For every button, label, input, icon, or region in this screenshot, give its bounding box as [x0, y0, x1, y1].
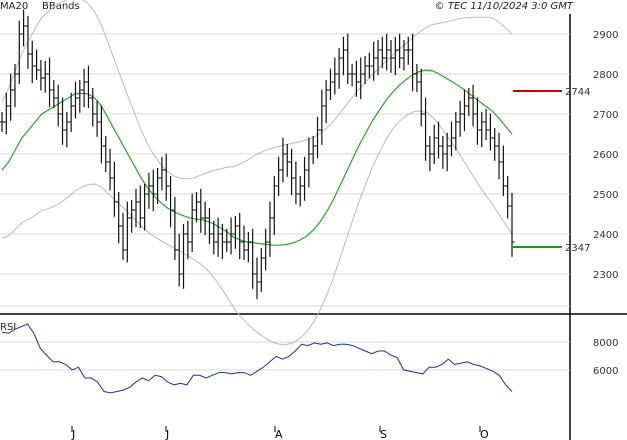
- rsi-tick-label: 8000: [593, 338, 618, 349]
- support-level-label: 2347: [565, 243, 590, 254]
- price-tick-label: 2900: [593, 30, 618, 41]
- bbands-upper-line: [1, 0, 513, 180]
- month-tick-label: J: [71, 428, 75, 440]
- rsi-gridlines: [0, 341, 570, 371]
- price-panel[interactable]: [0, 14, 570, 314]
- price-tick-label: 2300: [593, 270, 618, 281]
- price-tick-label: 2700: [593, 110, 618, 121]
- bbands-legend-label: BBands: [42, 1, 80, 12]
- month-tick-label: O: [480, 428, 489, 440]
- price-axis: 2900 2800 2700 2600 2500 2400 2300: [593, 30, 618, 281]
- resistance-level-label: 2744: [565, 87, 590, 98]
- ma20-line: [1, 69, 513, 246]
- month-tick-label: A: [275, 428, 283, 440]
- rsi-axis: 8000 6000: [593, 338, 618, 377]
- rsi-line: [1, 323, 513, 394]
- price-tick-label: 2600: [593, 150, 618, 161]
- ma-legend-label: MA20: [0, 1, 28, 12]
- month-tick-label: J: [165, 428, 169, 440]
- price-tick-label: 2400: [593, 230, 618, 241]
- bbands-lower-line: [1, 110, 513, 345]
- price-tick-label: 2800: [593, 70, 618, 81]
- rsi-label: RSI: [0, 322, 16, 333]
- rsi-tick-label: 6000: [593, 366, 618, 377]
- price-bars: [0, 9, 515, 300]
- month-tick-label: S: [380, 428, 387, 440]
- price-tick-label: 2500: [593, 190, 618, 201]
- copyright-label: © TEC 11/10/2024 3:0 GMT: [435, 1, 574, 12]
